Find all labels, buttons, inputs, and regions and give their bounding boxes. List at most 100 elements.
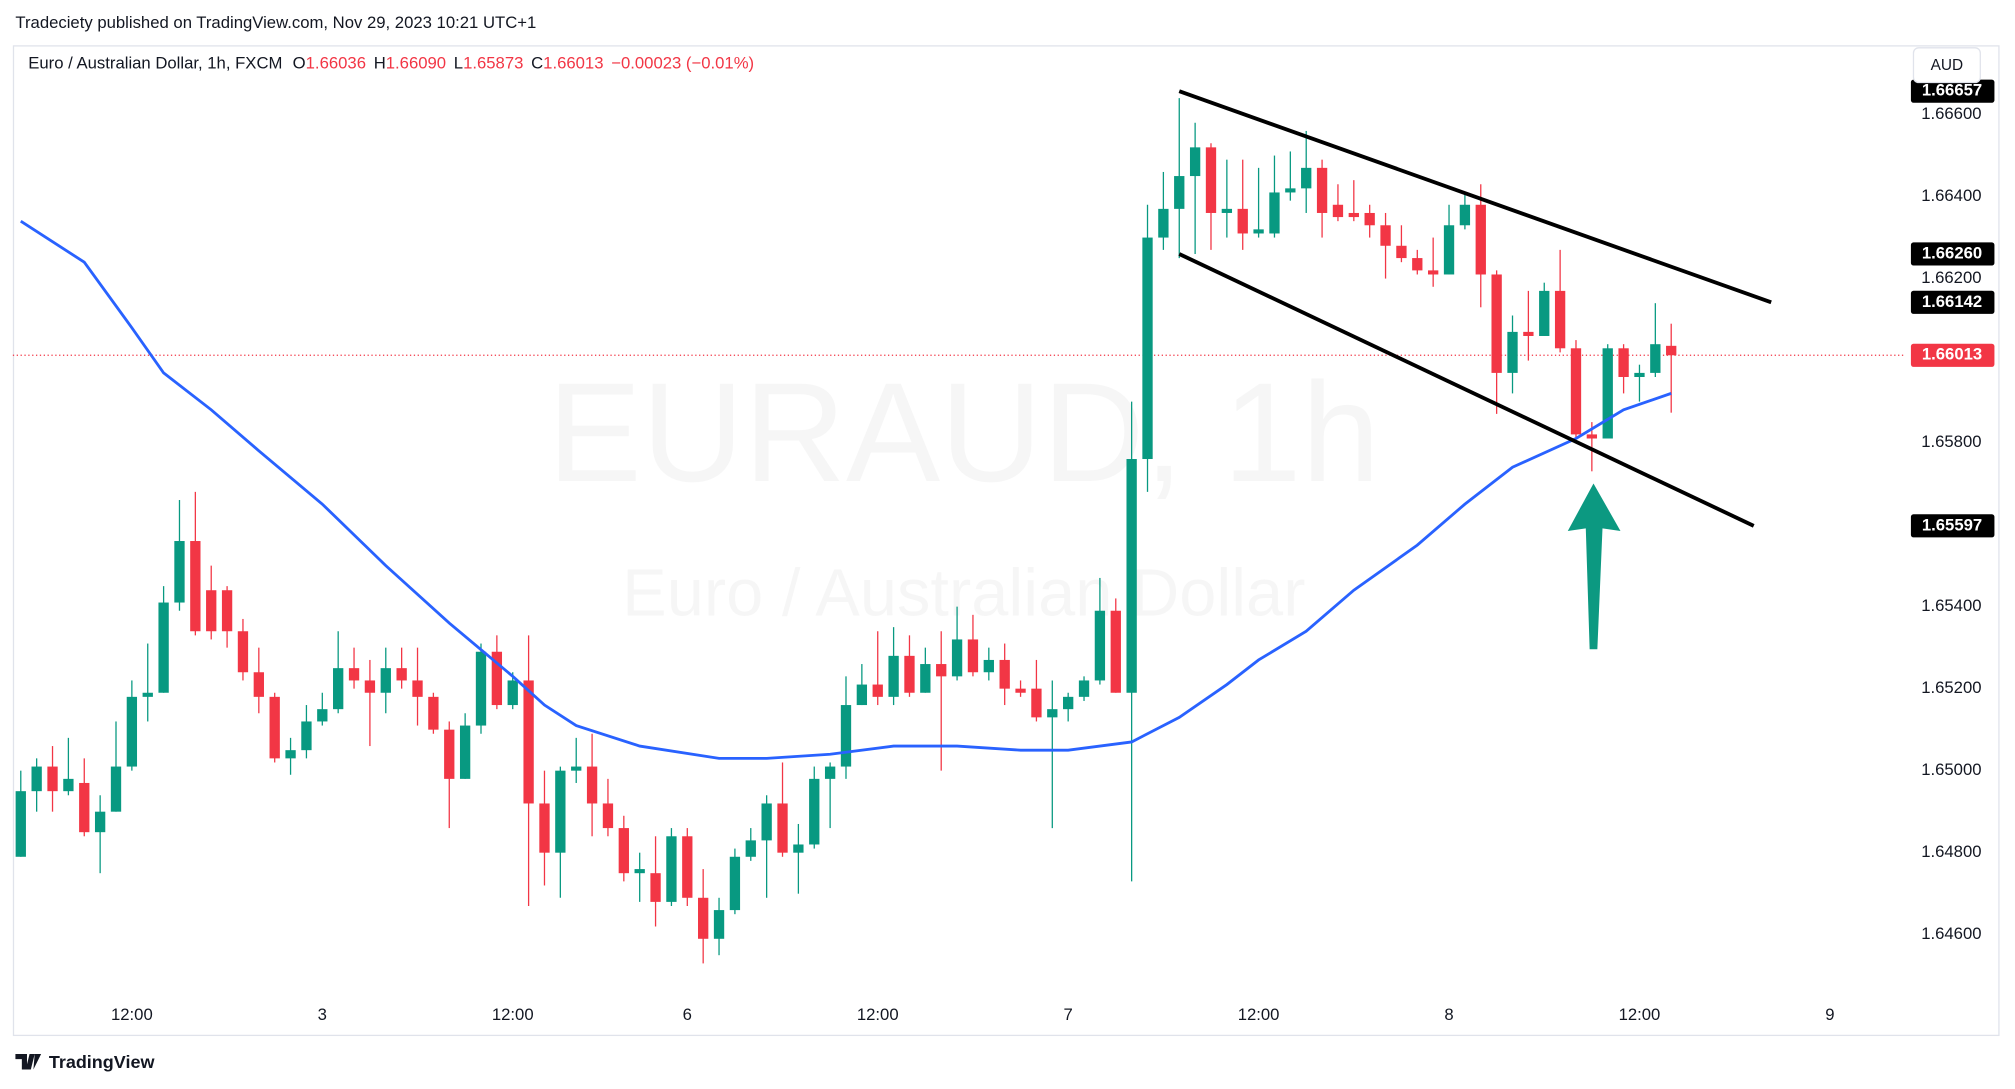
y-tick-label: 1.65200 [1921, 678, 1981, 697]
candle-body [1189, 147, 1201, 177]
candle-body [1443, 225, 1455, 275]
moving-average [20, 219, 1672, 760]
price-axis: 1.646001.648001.650001.652001.654001.656… [111, 79, 1995, 1024]
price-label-box [1910, 343, 1995, 367]
candle-body [1078, 680, 1090, 697]
candle-body [1507, 331, 1518, 373]
candle-body [983, 659, 994, 673]
candle-body [745, 840, 756, 857]
candle-body [1063, 696, 1074, 710]
candle-body [1015, 688, 1026, 693]
price-label-box [1910, 290, 1995, 314]
candle-body [158, 602, 169, 693]
candle-body [1586, 434, 1598, 439]
candle-body [221, 590, 233, 632]
candle-body [142, 692, 153, 697]
candle-body [1110, 610, 1121, 693]
brand-name: TradingView [49, 1052, 156, 1072]
candle-body [396, 668, 407, 681]
currency-label[interactable]: AUD [1931, 57, 1964, 74]
candle-body [1602, 348, 1613, 439]
candle-body [507, 680, 518, 706]
candle-body [1174, 176, 1185, 209]
logo-icon [15, 1054, 42, 1070]
candle-body [1428, 270, 1439, 275]
price-label: 1.66657 [1922, 81, 1982, 100]
candle-body [698, 897, 709, 939]
candle-body [936, 664, 947, 677]
x-tick-label: 8 [1444, 1005, 1453, 1024]
currency-button[interactable] [1912, 47, 1981, 84]
candle-body [364, 680, 376, 693]
x-tick-label: 12:00 [492, 1005, 534, 1024]
candle-body [1459, 204, 1471, 226]
candle-body [1316, 167, 1328, 213]
candle-body [571, 766, 582, 771]
candle-body [444, 729, 455, 779]
candle-body [301, 721, 312, 751]
candle-body [1491, 274, 1502, 373]
candle-body [475, 651, 487, 726]
published-note: Tradeciety published on TradingView.com,… [15, 13, 536, 32]
candle-body [126, 696, 138, 767]
candle-body [967, 639, 979, 673]
candle-body [634, 869, 645, 874]
candle-body [1221, 208, 1233, 213]
candle-body [1396, 245, 1407, 259]
y-tick-label: 1.66600 [1921, 104, 1981, 123]
candle-body [1094, 610, 1106, 681]
y-tick-label: 1.66200 [1921, 268, 1981, 287]
candle-body [1031, 688, 1042, 718]
watermark: EURAUD, 1h Euro / Australian Dollar [548, 353, 1381, 631]
price-label: 1.65597 [1922, 515, 1982, 534]
candle-body [1126, 459, 1137, 693]
price-label-box [1910, 514, 1995, 538]
candle-body [713, 910, 725, 939]
candle-body [1364, 212, 1375, 226]
symbol-legend: Euro / Australian Dollar, 1h, FXCM O1.660… [28, 54, 754, 73]
brand-logo: TradingView [15, 1052, 155, 1072]
candle-body [1634, 372, 1645, 377]
x-tick-label: 9 [1825, 1005, 1834, 1024]
up-arrow [1567, 483, 1621, 650]
candle-body [777, 803, 788, 853]
candle-body [555, 770, 566, 853]
plot [15, 89, 1772, 964]
candle-body [63, 778, 74, 792]
candle-body [285, 750, 296, 759]
candle-body [253, 672, 264, 697]
x-tick-label: 3 [318, 1005, 327, 1024]
candle-body [666, 836, 677, 902]
price-label: 1.66142 [1922, 292, 1982, 311]
candle-body [1332, 204, 1344, 218]
legend-title: Euro / Australian Dollar, 1h, FXCM [28, 54, 282, 73]
legend-key: L [454, 54, 463, 73]
candle-body [1047, 709, 1058, 718]
price-label-box [1910, 79, 1995, 103]
x-tick-label: 7 [1064, 1005, 1073, 1024]
candle-body [1142, 237, 1153, 460]
candle-body [920, 664, 931, 693]
chart-frame [12, 45, 2000, 1037]
candle-body [840, 705, 852, 767]
candle-body [904, 655, 915, 693]
price-label-box [1910, 242, 1995, 266]
candle-body [317, 709, 328, 722]
price-label: 1.66260 [1922, 243, 1982, 262]
candle-body [1253, 229, 1264, 234]
candle-body [523, 680, 534, 804]
candle-body [1666, 345, 1677, 356]
candle-body [79, 782, 90, 833]
y-tick-label: 1.65800 [1921, 432, 1981, 451]
candle-body [206, 590, 217, 632]
y-tick-label: 1.64800 [1921, 842, 1981, 861]
candle-body [1523, 331, 1534, 336]
candle-body [618, 828, 629, 874]
legend-key: H [374, 54, 386, 73]
legend-value: 1.66090 [386, 54, 446, 73]
candle-body [999, 659, 1010, 689]
candle-body [1618, 348, 1629, 377]
x-tick-label: 12:00 [111, 1005, 153, 1024]
